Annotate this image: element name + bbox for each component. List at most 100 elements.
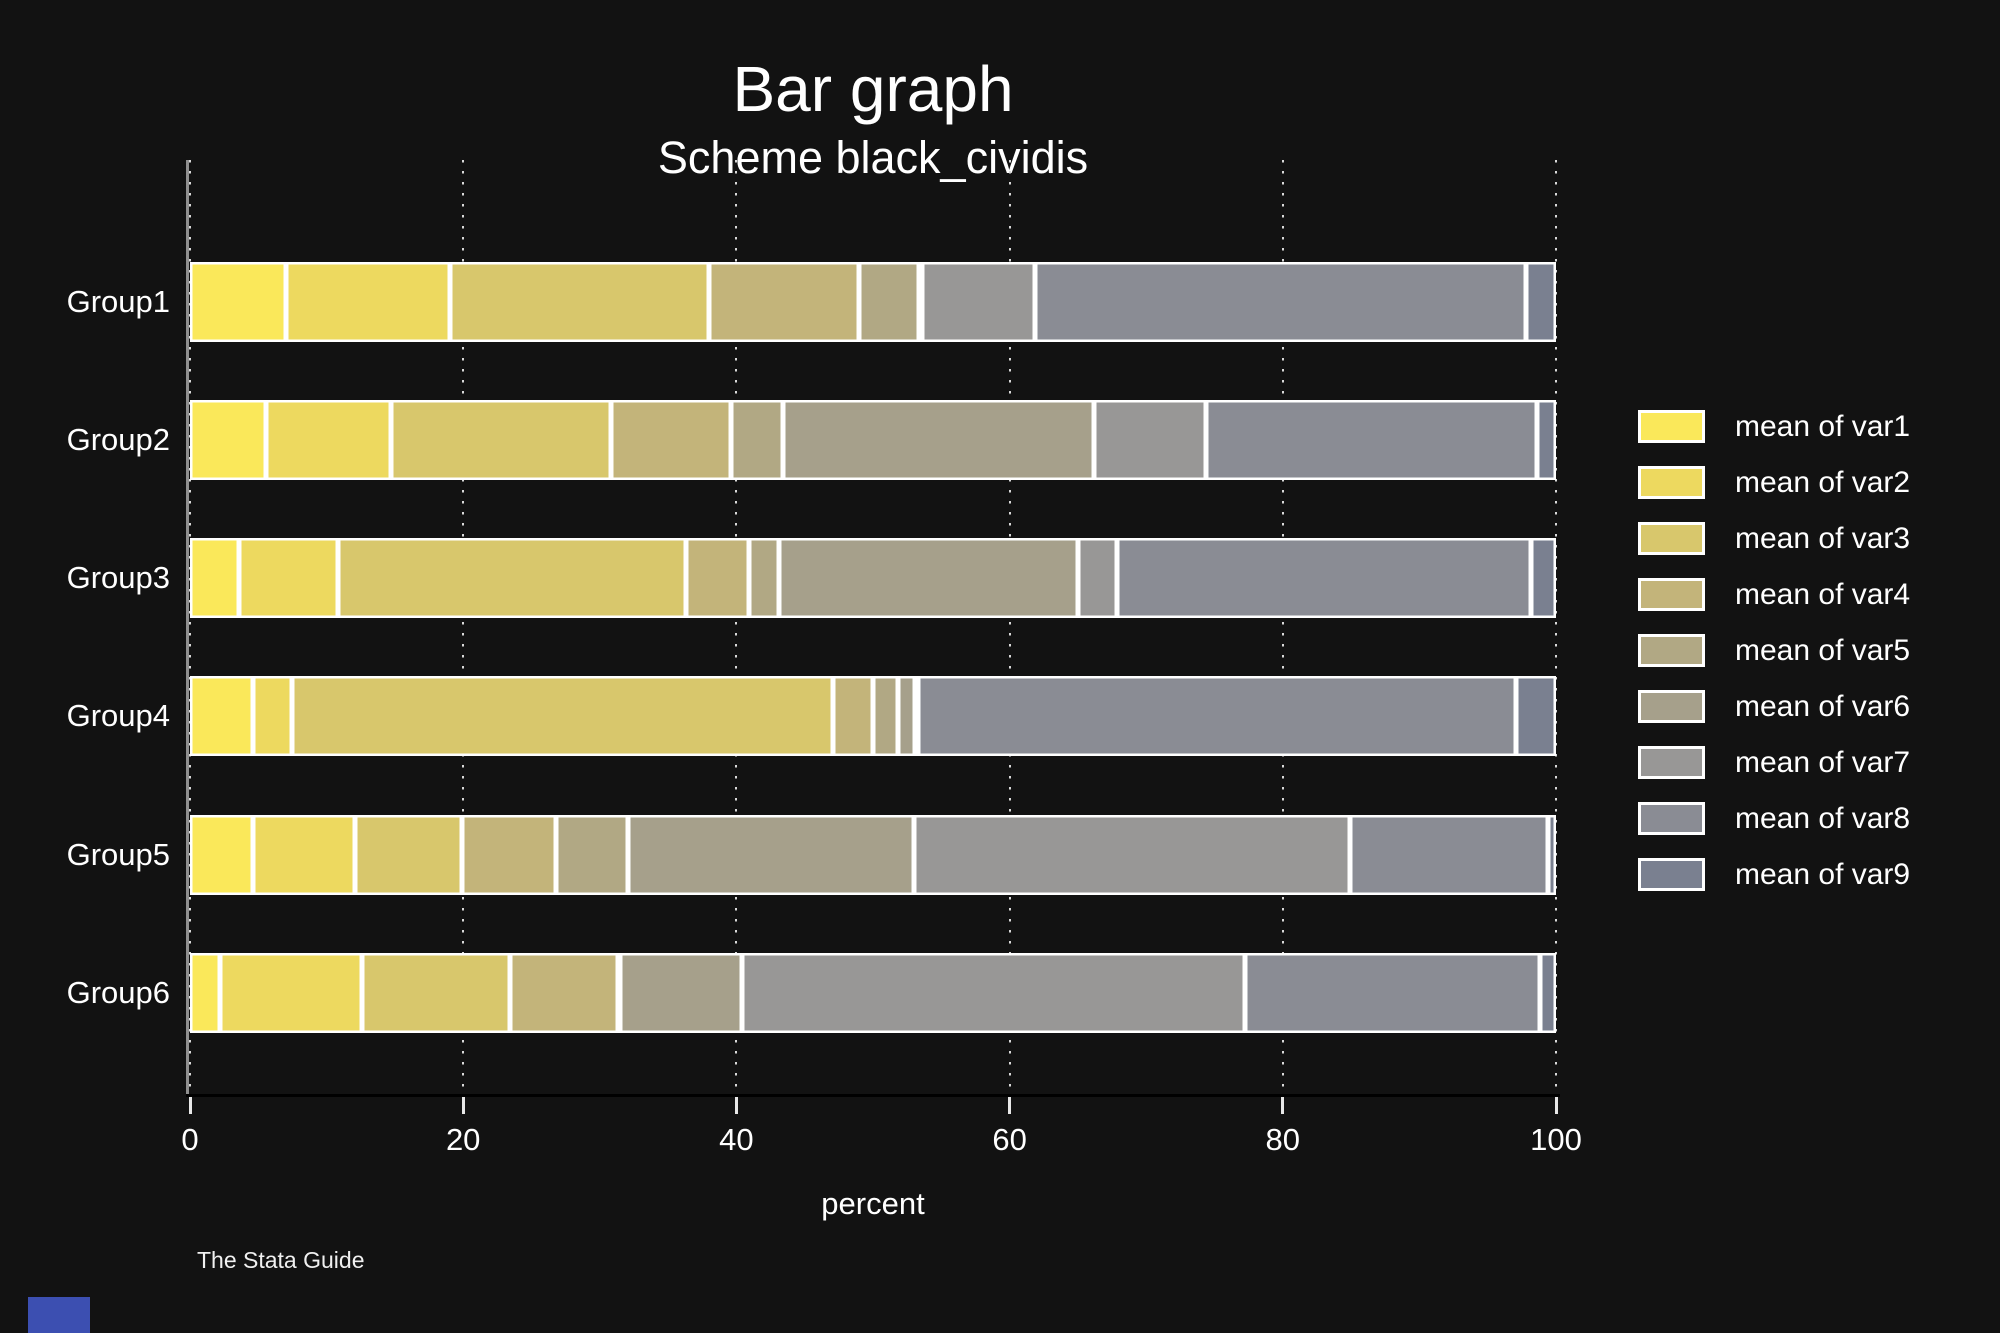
bar-segment <box>252 676 293 756</box>
tick-mark <box>188 1097 192 1114</box>
category-label: Group5 <box>66 837 170 872</box>
legend-swatch <box>1638 578 1705 611</box>
category-label: Group3 <box>66 560 170 595</box>
bar-segment <box>292 676 834 756</box>
bar-segment <box>617 953 621 1033</box>
bar-segment <box>285 262 450 342</box>
category-label: Group6 <box>66 975 170 1010</box>
bar-segment <box>741 953 1245 1033</box>
bar-segment <box>509 953 618 1033</box>
bar-row <box>190 262 1556 342</box>
bar-segment <box>239 538 338 618</box>
legend-label: mean of var5 <box>1735 633 1911 667</box>
tick-mark <box>461 1097 465 1114</box>
legend-label: mean of var4 <box>1735 577 1911 611</box>
legend-item: mean of var9 <box>1638 858 1910 891</box>
tick-mark <box>1008 1097 1012 1114</box>
bar-segment <box>1531 538 1556 618</box>
tick-label: 80 <box>1265 1122 1301 1157</box>
bar-segment <box>266 400 391 480</box>
bar-segment <box>610 400 731 480</box>
legend-swatch <box>1638 522 1705 555</box>
legend-item: mean of var1 <box>1638 410 1910 443</box>
legend-swatch <box>1638 410 1705 443</box>
bar-segment <box>362 953 510 1033</box>
chart-title: Bar graph <box>732 53 1014 125</box>
gridline <box>1281 160 1284 1096</box>
bar-segment <box>252 815 356 895</box>
legend-label: mean of var1 <box>1735 409 1911 443</box>
bar-segment <box>913 815 1350 895</box>
legend-swatch <box>1638 858 1705 891</box>
legend-item: mean of var2 <box>1638 466 1910 499</box>
bar-segment <box>1094 400 1207 480</box>
bar-segment <box>1539 953 1556 1033</box>
legend-item: mean of var4 <box>1638 578 1910 611</box>
bar-row <box>190 676 1556 756</box>
gridline <box>189 160 191 1096</box>
legend-swatch <box>1638 466 1705 499</box>
y-axis-line <box>186 160 189 1097</box>
bar-segment <box>709 262 860 342</box>
gridline <box>735 160 738 1096</box>
legend-swatch <box>1638 746 1705 779</box>
tick-label: 100 <box>1530 1122 1582 1157</box>
bar-segment <box>685 538 749 618</box>
tick-label: 60 <box>992 1122 1027 1157</box>
tick-mark <box>734 1097 738 1114</box>
tick-mark <box>1554 1097 1558 1114</box>
bar-segment <box>220 953 363 1033</box>
legend-swatch <box>1638 634 1705 667</box>
bar-segment <box>897 676 916 756</box>
bar-segment <box>628 815 914 895</box>
watermark-text: The Stata Guide <box>197 1247 365 1273</box>
gridline <box>1008 160 1011 1096</box>
bar-segment <box>390 400 611 480</box>
legend-swatch <box>1638 802 1705 835</box>
legend-label: mean of var9 <box>1735 857 1911 891</box>
x-axis-line <box>186 1094 1560 1097</box>
bar-segment <box>190 400 267 480</box>
bar-segment <box>833 676 873 756</box>
bar-segment <box>1117 538 1532 618</box>
x-axis-title: percent <box>821 1186 925 1221</box>
corner-accent <box>28 1297 90 1333</box>
gridline <box>1555 160 1557 1096</box>
tick-label: 40 <box>719 1122 754 1157</box>
bar-segment <box>872 676 898 756</box>
tick-label: 20 <box>445 1122 481 1157</box>
category-label: Group4 <box>66 698 170 733</box>
bar-segment <box>337 538 686 618</box>
bar-segment <box>1035 262 1526 342</box>
bar-segment <box>1525 262 1556 342</box>
bar-segment <box>1244 953 1540 1033</box>
legend-item: mean of var7 <box>1638 746 1910 779</box>
bar-segment <box>915 676 919 756</box>
legend-label: mean of var8 <box>1735 801 1911 835</box>
bar-segment <box>778 538 1078 618</box>
bar-segment <box>859 262 920 342</box>
bar-segment <box>1077 538 1118 618</box>
bar-segment <box>461 815 557 895</box>
bar-segment <box>620 953 742 1033</box>
bar-segment <box>355 815 462 895</box>
bar-segment <box>1536 400 1556 480</box>
bar-row <box>190 953 1556 1033</box>
bar-segment <box>918 676 1517 756</box>
category-label: Group1 <box>66 284 170 319</box>
bar-segment <box>556 815 629 895</box>
bar-segment <box>919 262 923 342</box>
bar-segment <box>449 262 710 342</box>
chart-subtitle: Scheme black_cividis <box>657 132 1089 183</box>
bar-segment <box>190 815 253 895</box>
bar-segment <box>190 953 221 1033</box>
legend-item: mean of var5 <box>1638 634 1910 667</box>
tick-label: 0 <box>181 1122 199 1157</box>
bar-segment <box>190 676 253 756</box>
tick-mark <box>1281 1097 1285 1114</box>
legend-label: mean of var6 <box>1735 689 1911 723</box>
legend-swatch <box>1638 690 1705 723</box>
legend-label: mean of var3 <box>1735 521 1911 555</box>
